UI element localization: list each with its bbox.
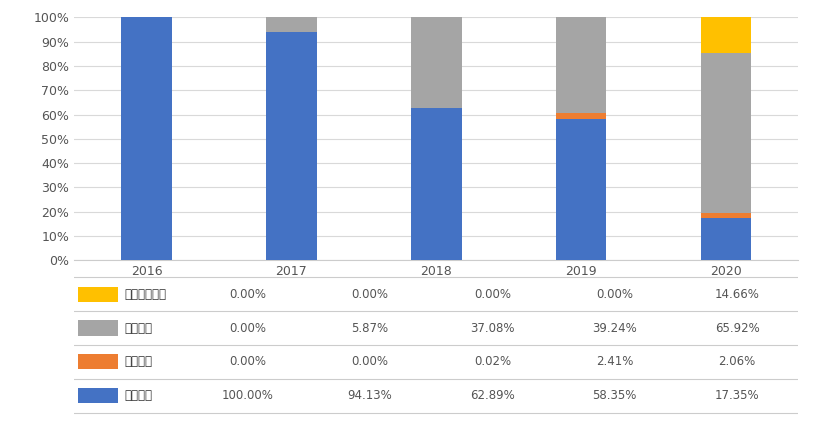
Text: 94.13%: 94.13%: [347, 389, 393, 402]
Text: 39.24%: 39.24%: [593, 322, 637, 335]
Text: 62.89%: 62.89%: [470, 389, 514, 402]
Text: 17.35%: 17.35%: [715, 389, 760, 402]
Text: 14.66%: 14.66%: [714, 288, 760, 301]
Bar: [121, 17, 172, 260]
Text: 瑞戈非尼: 瑞戈非尼: [124, 322, 152, 335]
Text: 0.00%: 0.00%: [229, 288, 266, 301]
Bar: [77, 320, 118, 335]
Bar: [700, 53, 751, 213]
Text: 2.41%: 2.41%: [596, 355, 634, 368]
Bar: [77, 388, 118, 403]
Text: 0.00%: 0.00%: [596, 288, 633, 301]
Text: 5.87%: 5.87%: [351, 322, 388, 335]
Text: 0.00%: 0.00%: [474, 288, 511, 301]
Bar: [77, 354, 118, 369]
Text: 卡瑞利珠单抗: 卡瑞利珠单抗: [124, 288, 166, 301]
Bar: [411, 108, 462, 260]
Text: 100.00%: 100.00%: [221, 389, 273, 402]
Bar: [556, 113, 607, 118]
Text: 0.00%: 0.00%: [229, 322, 266, 335]
Text: 37.08%: 37.08%: [470, 322, 514, 335]
Text: 0.00%: 0.00%: [229, 355, 266, 368]
Bar: [700, 213, 751, 218]
Bar: [77, 286, 118, 302]
Text: 0.02%: 0.02%: [474, 355, 511, 368]
Text: 2.06%: 2.06%: [718, 355, 756, 368]
Bar: [266, 17, 317, 32]
Text: 0.00%: 0.00%: [351, 288, 388, 301]
Text: 0.00%: 0.00%: [351, 355, 388, 368]
Text: 仑伐替尼: 仑伐替尼: [124, 355, 152, 368]
Bar: [266, 32, 317, 260]
Bar: [556, 17, 607, 113]
Text: 65.92%: 65.92%: [714, 322, 760, 335]
Bar: [700, 17, 751, 53]
Bar: [700, 218, 751, 260]
Bar: [556, 118, 607, 260]
Text: 索拉非尼: 索拉非尼: [124, 389, 152, 402]
Text: 58.35%: 58.35%: [593, 389, 637, 402]
Bar: [411, 17, 462, 108]
